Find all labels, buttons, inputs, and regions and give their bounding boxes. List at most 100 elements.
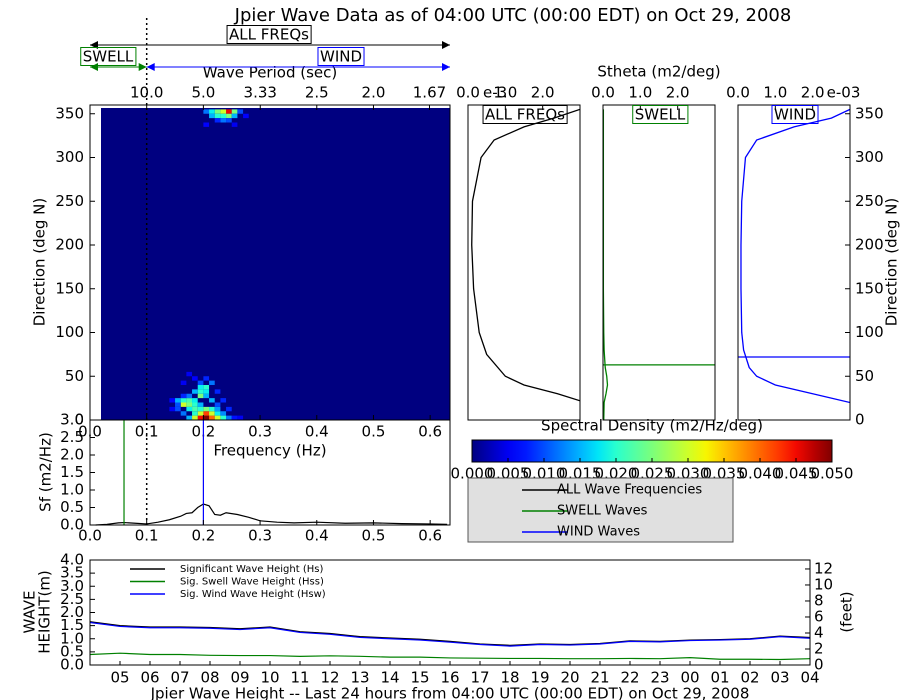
arrow-head — [442, 63, 450, 71]
heatmap-cell — [226, 113, 232, 119]
x-tick-label: 06 — [140, 669, 159, 687]
y2-tick-label: 8 — [814, 591, 824, 609]
x-tick-label: 12 — [320, 669, 339, 687]
y-tick-label: 50 — [65, 367, 84, 385]
y-axis-label: Direction (deg N) — [31, 198, 49, 327]
y-tick-label: 100 — [55, 323, 84, 341]
y2-tick-label: 2 — [814, 639, 824, 657]
heatmap-cell — [169, 398, 176, 403]
panel-title: WIND — [774, 106, 816, 124]
heatmap-cell — [175, 402, 181, 407]
y-axis-label: Sf (m2/Hz) — [37, 432, 55, 512]
x-tick-label: 19 — [530, 669, 549, 687]
y-tick-label: 150 — [855, 279, 884, 297]
heatmap-cell — [220, 118, 227, 123]
heatmap-cell — [203, 406, 210, 412]
x-tick-label: 0.0 — [591, 84, 615, 102]
heatmap-background — [101, 108, 450, 420]
x2-tick-label: 1.67 — [413, 84, 446, 102]
heatmap-cell — [237, 109, 244, 114]
y2-tick-label: 6 — [814, 607, 824, 625]
annotation-label: WIND — [320, 48, 362, 66]
x-tick-label: 0.2 — [191, 527, 215, 545]
heatmap-cell — [169, 406, 176, 412]
label-box — [482, 105, 568, 124]
x-tick-label: 2.0 — [531, 84, 555, 102]
x-tick-label: 04 — [800, 669, 819, 687]
y-tick-label: 350 — [855, 104, 884, 122]
y2-tick-label: 0 — [814, 656, 824, 674]
x-tick-label: 23 — [650, 669, 669, 687]
x-tick-label: 17 — [470, 669, 489, 687]
x2-tick-label: 2.5 — [305, 84, 329, 102]
heatmap-cell — [203, 109, 210, 114]
heatmap-cell — [197, 402, 204, 407]
heatmap-cell — [203, 393, 210, 399]
y-tick-label: 1.5 — [60, 463, 84, 481]
profile — [740, 108, 850, 404]
y-tick-label: 250 — [55, 192, 84, 210]
heatmap-cell — [192, 389, 198, 394]
x-tick-label: 15 — [410, 669, 429, 687]
x-tick-label: 0.4 — [305, 423, 329, 441]
heatmap-cell — [192, 402, 198, 407]
x-tick-label: 02 — [740, 669, 759, 687]
heatmap-cell — [209, 380, 215, 385]
y-tick-label: 0 — [855, 411, 865, 429]
heatmap-cell — [180, 398, 187, 403]
label-box — [226, 25, 312, 44]
x-axis-label: Stheta (m2/deg) — [597, 63, 720, 81]
x-tick-label: 22 — [620, 669, 639, 687]
heatmap-cell — [197, 415, 204, 420]
heatmap-cell — [231, 122, 238, 127]
axes-frame — [602, 104, 716, 421]
y-tick-label: 250 — [855, 192, 884, 210]
x-tick-label: 0.1 — [135, 423, 159, 441]
height-line — [89, 652, 811, 661]
heatmap-cell — [203, 122, 210, 127]
colorbar-tick-label: 0.040 — [739, 465, 782, 483]
legend-label: ALL Wave Frequencies — [557, 483, 702, 498]
heatmap-cell — [231, 109, 238, 114]
x-tick-label: 14 — [380, 669, 399, 687]
legend-box — [467, 477, 734, 543]
x-tick-label: 00 — [680, 669, 699, 687]
label-box — [632, 105, 689, 124]
heatmap-cell — [237, 415, 244, 420]
y-tick-label: 1.5 — [60, 616, 84, 634]
y-tick-label: 3.0 — [60, 411, 84, 429]
x2-tick-label: 3.33 — [244, 84, 277, 102]
arrow-head — [442, 41, 450, 49]
y-tick-label: 0.5 — [60, 642, 84, 660]
y-axis-label: HEIGHT(m) — [36, 570, 54, 654]
x-tick-label: 07 — [170, 669, 189, 687]
heatmap-cell — [197, 380, 204, 385]
x-tick-label: 20 — [560, 669, 579, 687]
x-tick-label: 0.1 — [135, 527, 159, 545]
legend-label: WIND Waves — [557, 525, 640, 540]
heatmap-cell — [214, 406, 221, 412]
chart-subtitle: Jpier Wave Height -- Last 24 hours from … — [150, 685, 750, 700]
y-tick-label: 3.0 — [60, 577, 84, 595]
x-tick-label: 09 — [230, 669, 249, 687]
y-tick-label: 2.5 — [60, 590, 84, 608]
heatmap-cell — [243, 113, 249, 119]
axes-frame — [737, 104, 851, 421]
heatmap-cell — [226, 406, 232, 412]
y-tick-label: 1.0 — [60, 481, 84, 499]
spectrum-line — [95, 503, 448, 526]
x-tick-label: 01 — [710, 669, 729, 687]
heatmap-cell — [197, 406, 204, 412]
x2-tick-label: 10.0 — [130, 84, 163, 102]
heatmap-cell — [214, 389, 221, 394]
heatmap-cell — [180, 380, 187, 385]
x2-tick-label: 2.0 — [362, 84, 386, 102]
y-tick-label: 2.5 — [60, 428, 84, 446]
x-tick-label: 2.0 — [801, 84, 825, 102]
heatmap-cell — [186, 371, 193, 377]
heatmap-cell — [192, 415, 198, 420]
heatmap-cell — [209, 406, 215, 412]
height-line — [89, 621, 811, 647]
y2-axis-label: (feet) — [838, 591, 856, 632]
